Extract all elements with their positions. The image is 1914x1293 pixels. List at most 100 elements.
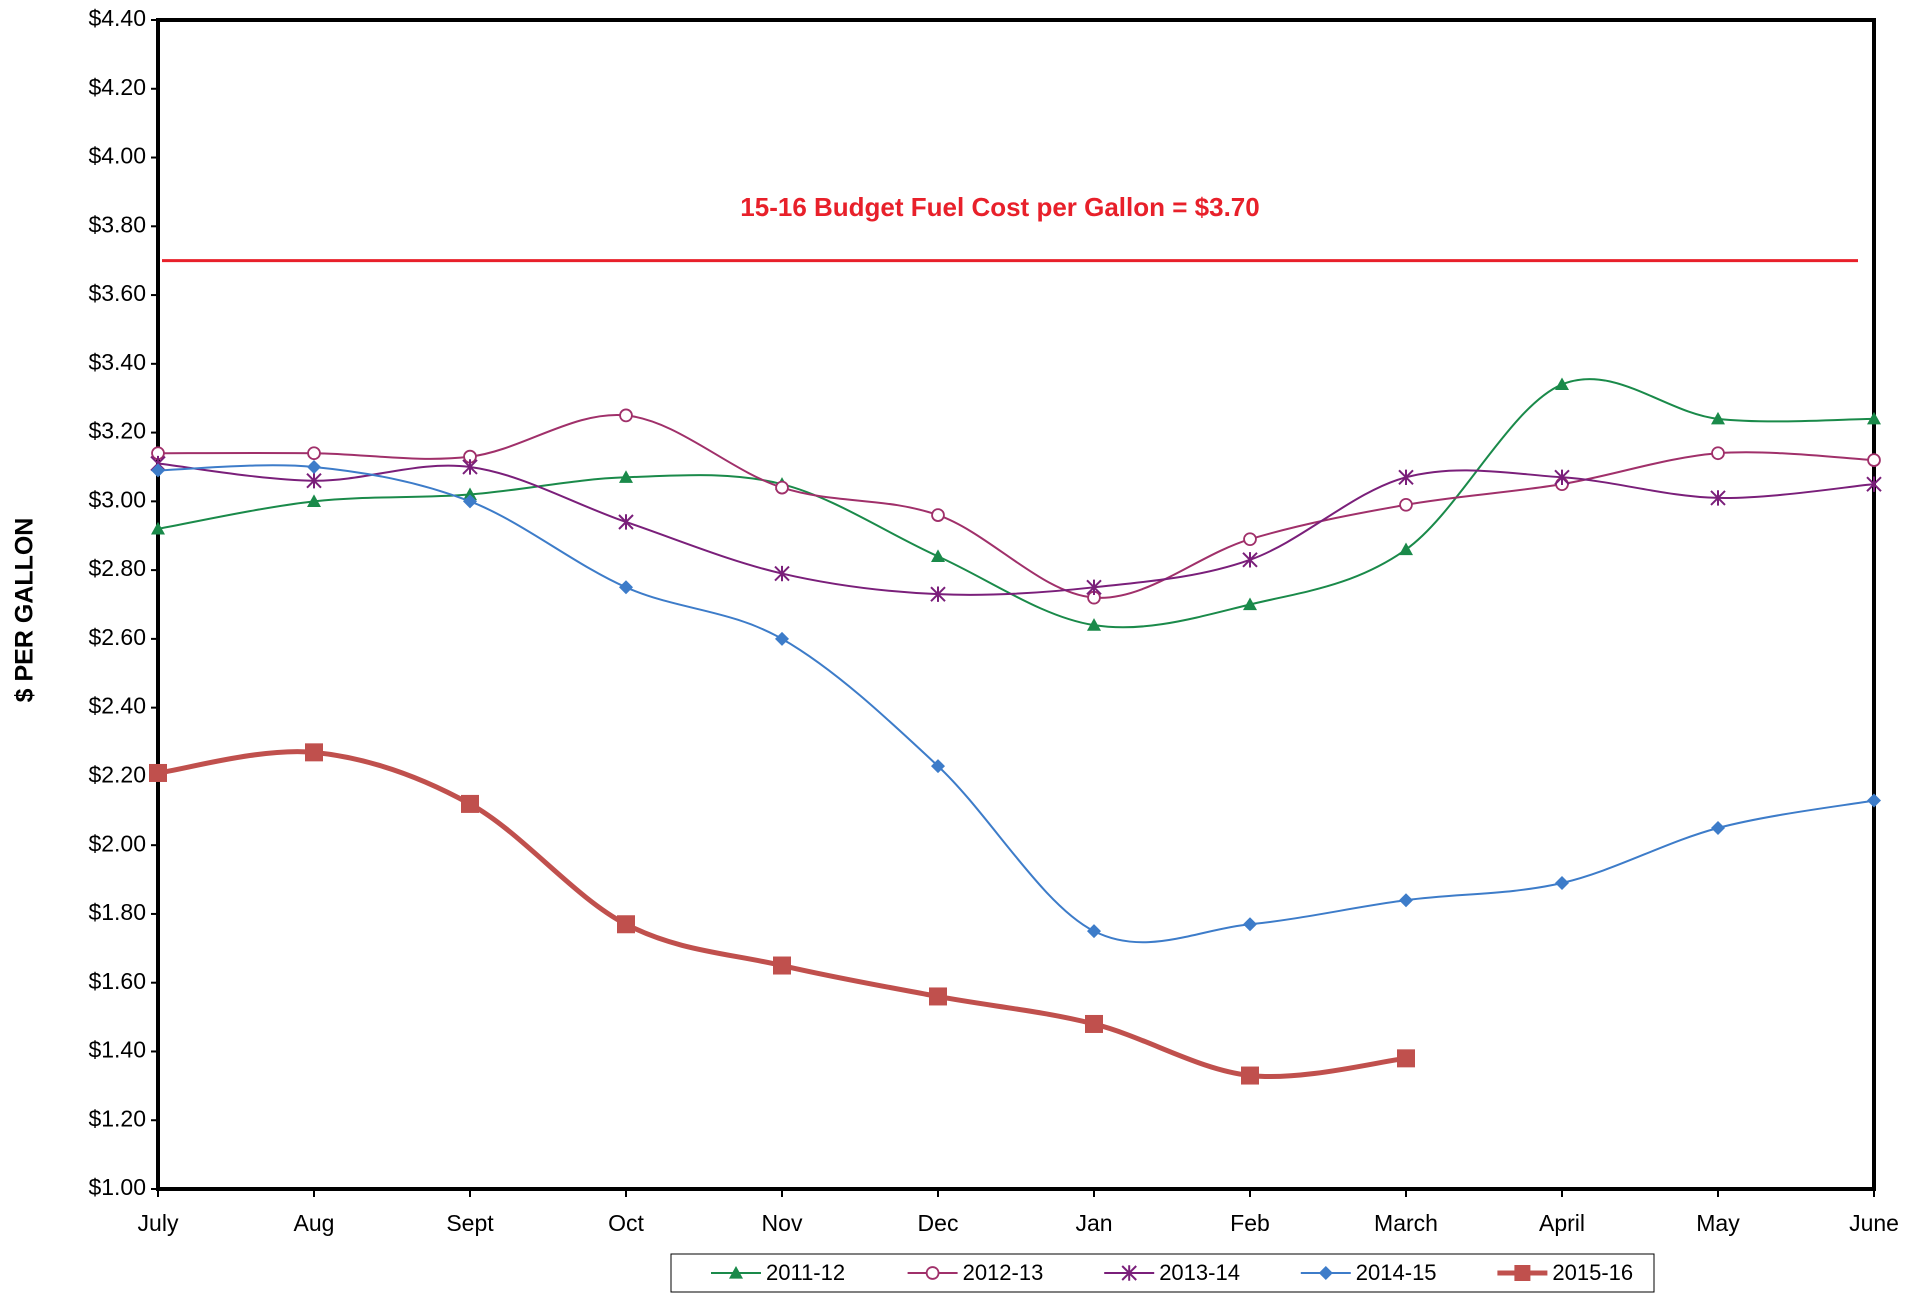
marker <box>1243 532 1257 547</box>
marker <box>1087 618 1101 631</box>
marker <box>1399 542 1413 556</box>
y-axis-title: $ PER GALLON <box>11 518 39 703</box>
marker <box>1867 453 1881 467</box>
marker <box>1241 1066 1259 1085</box>
y-tick-label: $2.00 <box>88 830 146 856</box>
series-line <box>157 749 1407 1080</box>
legend-item: 2011-12 <box>711 1260 845 1285</box>
marker <box>1554 469 1570 485</box>
marker <box>774 565 790 582</box>
x-tick-label: Oct <box>608 1210 644 1236</box>
marker <box>931 549 945 562</box>
x-tick-label: Aug <box>294 1210 335 1236</box>
plot-frame <box>156 18 1876 1191</box>
y-tick-label: $1.00 <box>88 1174 146 1200</box>
legend-marker <box>1318 1266 1333 1280</box>
marker <box>307 494 321 507</box>
legend-label: 2011-12 <box>766 1260 845 1285</box>
legend-item: 2014-15 <box>1300 1260 1437 1285</box>
marker <box>618 514 634 530</box>
marker <box>1867 411 1881 425</box>
marker <box>1866 476 1882 492</box>
x-tick-label: Nov <box>762 1210 803 1236</box>
marker <box>149 763 167 782</box>
marker <box>463 494 477 509</box>
series-line <box>157 464 1875 944</box>
legend-label: 2013-14 <box>1159 1260 1240 1285</box>
legend-label: 2012-13 <box>963 1260 1044 1285</box>
y-tick-label: $4.00 <box>88 143 146 169</box>
marker <box>1399 497 1413 512</box>
marker <box>617 915 635 934</box>
y-tick-label: $2.60 <box>88 624 146 650</box>
marker <box>305 743 323 762</box>
marker <box>151 521 165 535</box>
legend-label: 2014-15 <box>1356 1260 1437 1285</box>
marker <box>929 987 947 1006</box>
legend-marker <box>1514 1265 1531 1281</box>
marker <box>1867 793 1881 808</box>
y-tick-label: $4.40 <box>88 5 146 31</box>
legend-item: 2012-13 <box>907 1260 1044 1285</box>
legend-label: 2015-16 <box>1552 1260 1633 1285</box>
legend-item: 2013-14 <box>1104 1260 1240 1285</box>
y-tick-label: $3.80 <box>88 211 146 237</box>
marker <box>1398 469 1414 485</box>
marker <box>307 446 321 461</box>
marker <box>463 487 477 501</box>
marker <box>1711 820 1725 835</box>
marker <box>619 470 633 483</box>
marker <box>1555 377 1569 391</box>
marker <box>1087 924 1101 939</box>
marker <box>307 459 321 474</box>
y-tick-label: $3.40 <box>88 349 146 375</box>
y-tick-label: $2.80 <box>88 555 146 581</box>
annotation: 15-16 Budget Fuel Cost per Gallon = $3.7… <box>740 192 1259 222</box>
legend-marker <box>729 1266 743 1279</box>
marker <box>1243 597 1257 611</box>
x-tick-label: May <box>1696 1210 1740 1236</box>
x-tick-label: July <box>138 1210 179 1236</box>
y-tick-label: $1.20 <box>88 1105 146 1131</box>
marker <box>1086 579 1102 596</box>
x-tick-label: Dec <box>918 1210 959 1236</box>
series-line <box>157 413 1875 599</box>
marker <box>151 463 165 478</box>
marker <box>775 480 789 495</box>
legend-marker <box>1121 1265 1137 1281</box>
marker <box>931 759 945 774</box>
x-tick-label: Sept <box>446 1210 494 1236</box>
y-tick-label: $1.80 <box>88 899 146 925</box>
y-tick-label: $3.00 <box>88 486 146 512</box>
marker <box>1085 1014 1103 1033</box>
marker <box>1399 893 1413 908</box>
marker <box>1242 552 1258 568</box>
marker <box>306 473 322 489</box>
marker <box>1710 490 1726 506</box>
y-tick-label: $2.40 <box>88 693 146 719</box>
x-tick-label: April <box>1539 1210 1585 1236</box>
y-tick-label: $4.20 <box>88 74 146 100</box>
y-tick-label: $3.20 <box>88 418 146 444</box>
legend-box <box>670 1253 1655 1293</box>
marker <box>1711 411 1725 425</box>
x-tick-label: June <box>1849 1210 1899 1236</box>
x-tick-label: March <box>1374 1210 1438 1236</box>
marker <box>930 586 946 602</box>
series-line <box>157 378 1875 629</box>
marker <box>1397 1049 1415 1068</box>
y-tick-label: $1.40 <box>88 1037 146 1063</box>
x-tick-label: Jan <box>1075 1210 1112 1236</box>
marker <box>1555 875 1569 890</box>
series-line <box>157 462 1875 596</box>
legend-item: 2015-16 <box>1497 1260 1633 1285</box>
y-tick-label: $3.60 <box>88 280 146 306</box>
marker <box>773 956 791 975</box>
marker <box>1243 917 1257 932</box>
y-tick-label: $1.60 <box>88 968 146 994</box>
legend-marker <box>925 1266 940 1280</box>
marker <box>619 408 633 423</box>
marker <box>462 459 478 475</box>
